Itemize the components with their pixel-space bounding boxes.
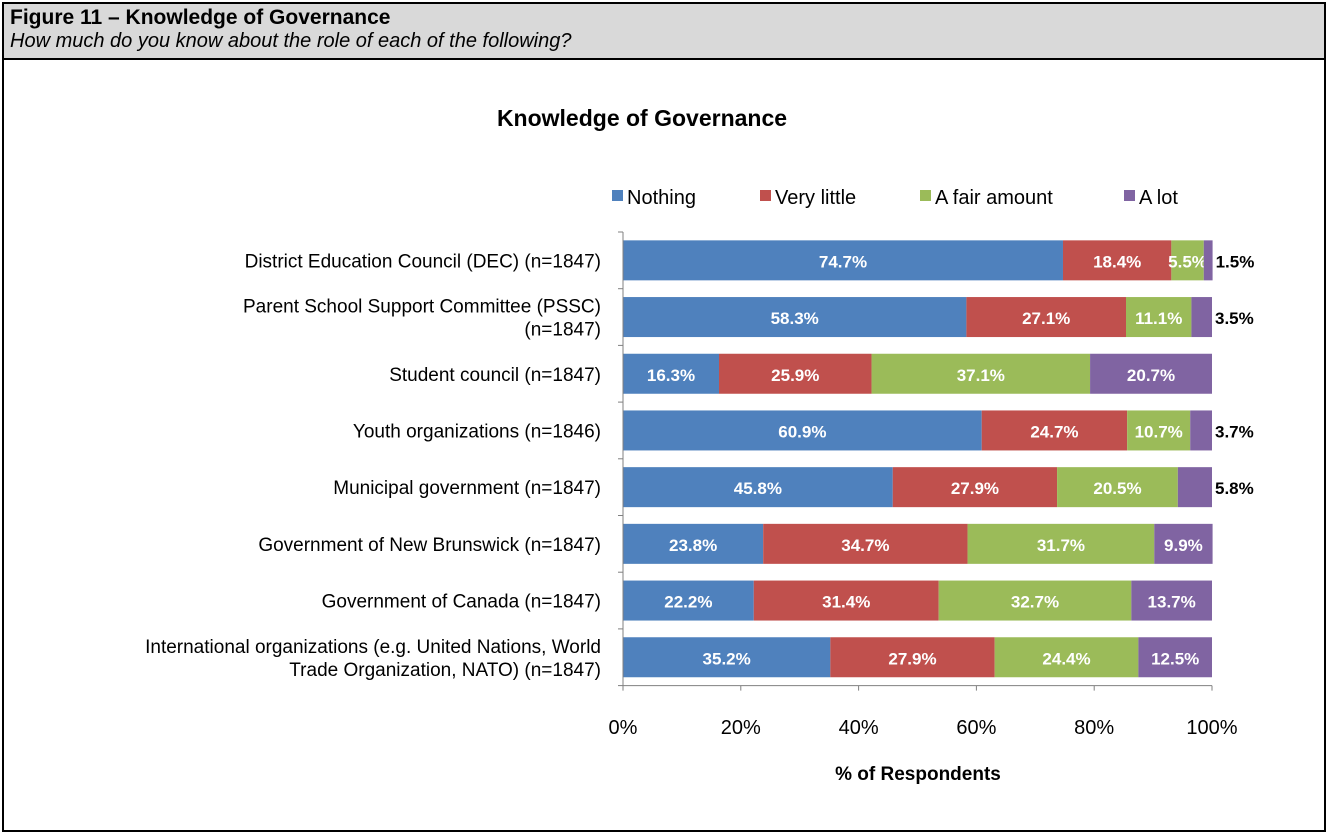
x-tick-label: 40% <box>839 717 879 739</box>
data-label: 24.4% <box>1042 649 1090 668</box>
bar-segment <box>1190 410 1212 451</box>
data-label: 24.7% <box>1030 422 1078 441</box>
category-label: Government of New Brunswick (n=1847) <box>258 535 601 556</box>
category-label: Youth organizations (n=1846) <box>353 421 601 442</box>
data-label: 12.5% <box>1151 649 1199 668</box>
data-label: 31.7% <box>1037 536 1085 555</box>
data-label: 27.1% <box>1022 309 1070 328</box>
bar-segment <box>1127 410 1191 451</box>
legend-swatch <box>920 190 931 201</box>
data-label: 25.9% <box>771 366 819 385</box>
bar-segment <box>1131 580 1212 621</box>
data-label: 5.8% <box>1215 479 1254 498</box>
figure-title: Figure 11 – Knowledge of Governance <box>10 6 391 29</box>
x-tick-label: 20% <box>721 717 761 739</box>
axes: District Education Council (DEC) (n=1847… <box>145 231 1238 739</box>
data-label: 13.7% <box>1148 593 1196 612</box>
category-label: Municipal government (n=1847) <box>333 478 601 499</box>
legend-label: A lot <box>1139 187 1178 209</box>
bar-segment <box>1154 523 1213 564</box>
data-label: 35.2% <box>703 649 751 668</box>
data-label: 37.1% <box>957 366 1005 385</box>
bar-segment <box>753 580 939 621</box>
bar-segment <box>981 410 1128 451</box>
data-label: 18.4% <box>1093 252 1141 271</box>
data-label: 9.9% <box>1164 536 1203 555</box>
category-label: International organizations (e.g. United… <box>145 637 601 681</box>
bars: 74.7% 18.4% 5.5% 1.5% 58.3% 27.1% 11.1% 3.5% 16.… <box>623 240 1255 678</box>
bar-segment <box>938 580 1132 621</box>
bar-segment <box>1191 297 1212 338</box>
category-label: Government of Canada (n=1847) <box>322 592 601 613</box>
data-label: 16.3% <box>647 366 695 385</box>
data-label: 3.7% <box>1215 422 1254 441</box>
legend-swatch <box>760 190 771 201</box>
x-tick-label: 0% <box>609 717 638 739</box>
legend-swatch <box>612 190 623 201</box>
bar-segment <box>1177 467 1212 508</box>
bar-segment <box>1203 240 1213 281</box>
category-label: District Education Council (DEC) (n=1847… <box>245 251 601 272</box>
bar-segment <box>623 353 720 394</box>
bar-segment <box>763 523 968 564</box>
data-label: 22.2% <box>664 593 712 612</box>
bar-segment <box>830 637 995 678</box>
legend-label: Nothing <box>627 187 696 209</box>
x-axis-title: % of Respondents <box>835 764 1001 785</box>
bar-segment <box>967 523 1155 564</box>
data-label: 32.7% <box>1011 593 1059 612</box>
bar-segment <box>1062 240 1172 281</box>
bar-segment <box>623 637 831 678</box>
data-label: 60.9% <box>778 422 826 441</box>
x-tick-label: 100% <box>1186 717 1237 739</box>
bar-segment <box>719 353 872 394</box>
bar-segment <box>623 297 967 338</box>
x-tick-label: 60% <box>956 717 996 739</box>
bar-segment <box>1126 297 1192 338</box>
data-label: 23.8% <box>669 536 717 555</box>
data-label: 11.1% <box>1135 309 1182 328</box>
data-label: 58.3% <box>771 309 819 328</box>
bar-segment <box>623 410 982 451</box>
data-label: 20.5% <box>1093 479 1141 498</box>
bar-segment <box>892 467 1058 508</box>
data-label: 31.4% <box>822 593 870 612</box>
bar-segment <box>871 353 1091 394</box>
legend-swatch <box>1124 190 1135 201</box>
legend-label: Very little <box>775 187 856 209</box>
bar-segment <box>1138 637 1212 678</box>
figure-subtitle: How much do you know about the role of e… <box>10 30 572 52</box>
bar-segment <box>1090 353 1212 394</box>
legend-label: A fair amount <box>935 187 1053 209</box>
bar-segment <box>1057 467 1178 508</box>
category-label: Parent School Support Committee (PSSC) (n… <box>243 297 601 341</box>
category-label: Student council (n=1847) <box>389 365 601 386</box>
legend: Nothing Very little A fair amount A lot <box>612 187 1178 209</box>
data-label: 20.7% <box>1127 366 1175 385</box>
bar-segment <box>623 240 1063 281</box>
bar-segment <box>623 580 754 621</box>
chart-title: Knowledge of Governance <box>497 105 787 131</box>
bar-segment <box>623 523 764 564</box>
bar-segment <box>623 467 893 508</box>
data-label: 27.9% <box>888 649 936 668</box>
bar-segment <box>994 637 1139 678</box>
data-label: 10.7% <box>1135 422 1183 441</box>
figure-header: Figure 11 – Knowledge of Governance How … <box>4 4 1324 60</box>
data-label: 34.7% <box>841 536 889 555</box>
data-label: 5.5% <box>1168 252 1207 271</box>
data-label: 27.9% <box>951 479 999 498</box>
data-label: 45.8% <box>734 479 782 498</box>
bar-segment <box>1171 240 1204 281</box>
data-label: 3.5% <box>1215 309 1254 328</box>
data-label: 1.5% <box>1216 252 1255 271</box>
bar-segment <box>966 297 1127 338</box>
data-label: 74.7% <box>819 252 867 271</box>
x-tick-label: 80% <box>1074 717 1114 739</box>
